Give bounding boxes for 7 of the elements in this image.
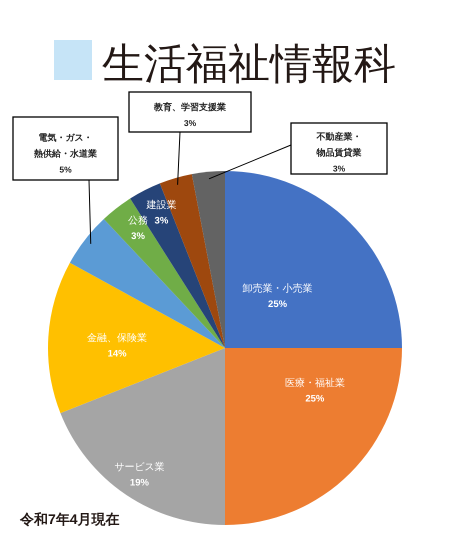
data-label: 5% (59, 164, 72, 174)
slice-label: 電気・ガス・熱供給・水道業 (33, 132, 97, 158)
title: 生活福祉情報科 (102, 40, 396, 87)
data-label: 3% (332, 164, 346, 174)
slice-label: 不動産業・物品賃貸業 (316, 132, 362, 158)
slice-label: 教育、学習支援業 (153, 101, 226, 112)
data-label: 3% (184, 118, 197, 128)
